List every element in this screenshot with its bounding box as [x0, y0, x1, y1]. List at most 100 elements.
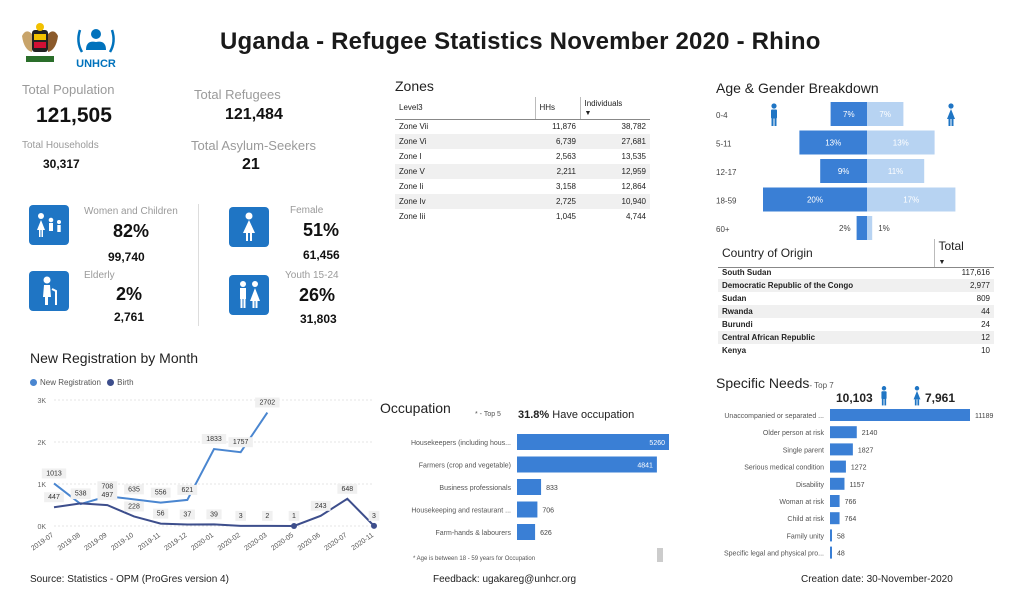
occupation-pct: 31.8% [518, 409, 550, 421]
data-label: 708 [97, 481, 118, 492]
elderly-label: Elderly [84, 270, 115, 281]
data-label: 556 [150, 487, 171, 498]
zone-row[interactable]: Zone I 2,563 13,535 [395, 149, 650, 164]
country-row[interactable]: Burundi 24 [718, 318, 994, 331]
unhcr-logo: UNHCR [76, 29, 116, 70]
country-header-origin[interactable]: Country of Origin [718, 239, 935, 268]
country-total-cell: 117,616 [961, 268, 990, 277]
zone-hhs-cell: 2,725 [535, 194, 580, 209]
data-label-text: 648 [341, 486, 353, 493]
youth-icon [229, 275, 269, 315]
bar-value-label: 833 [546, 485, 558, 492]
data-label-bg [124, 484, 144, 495]
data-label: 3 [368, 510, 380, 521]
age-group-label: 18-59 [716, 197, 737, 206]
women-children-label: Women and Children [84, 206, 178, 217]
bar-value-label: 5260 [649, 440, 665, 447]
zone-name-cell: Zone Vii [399, 122, 429, 132]
occupation-pct-label: Have occupation [552, 409, 635, 421]
zones-header-hhs[interactable]: HHs [535, 97, 581, 120]
zone-row[interactable]: Zone Iv 2,725 10,940 [395, 194, 650, 209]
country-row[interactable]: South Sudan 117,616 [718, 266, 994, 279]
data-label-bg [310, 500, 331, 511]
country-total-cell: 10 [981, 346, 990, 355]
country-name-cell: Rwanda [718, 305, 937, 318]
age-gender-title: Age & Gender Breakdown [716, 80, 879, 96]
data-label-text: 1833 [206, 436, 222, 443]
country-row[interactable]: Central African Republic 12 [718, 331, 994, 344]
zones-title: Zones [395, 78, 434, 94]
bar-category-label: Unaccompanied or separated ... [724, 413, 824, 420]
data-label: 1013 [41, 468, 67, 479]
occupation-footnote: * Age is between 18 - 59 years for Occup… [413, 556, 536, 562]
bar-category-label: Business professionals [439, 485, 511, 492]
country-header-total[interactable]: Total ▼ [934, 239, 994, 268]
zone-row[interactable]: Zone Vi 6,739 27,681 [395, 134, 650, 149]
data-label-bg [368, 510, 380, 521]
total-refugees-value: 121,484 [225, 106, 283, 123]
country-name-cell: Central African Republic [718, 331, 937, 344]
country-name-cell: Democratic Republic of the Congo [718, 279, 937, 292]
footer-source: Source: Statistics - OPM (ProGres versio… [30, 574, 229, 585]
data-label: 621 [177, 484, 198, 495]
female-label: Female [290, 205, 324, 216]
zone-row[interactable]: Zone V 2,211 12,959 [395, 164, 650, 179]
data-label-bg [201, 434, 227, 445]
zone-name-cell: Zone Iii [399, 212, 426, 221]
women-children-pct: 82% [113, 221, 150, 241]
data-label-bg [228, 437, 253, 448]
bar [830, 495, 840, 507]
data-label-text: 635 [128, 486, 140, 493]
bar [830, 460, 846, 473]
birth-line [53, 497, 375, 527]
female-pct: 51% [303, 220, 340, 240]
zone-row[interactable]: Zone Iii 1,045 4,744 [395, 209, 650, 224]
data-label-text: 556 [155, 490, 167, 497]
birth-point [371, 522, 377, 529]
zones-header-level[interactable]: Level3 [395, 97, 536, 120]
age-gender-chart: 0-4 7% 7% 5-11 13% 13% 12-17 9% 11% 18-59 20% 17% 60… [716, 102, 956, 240]
zone-individuals-cell: 12,864 [621, 182, 646, 191]
data-label-bg [97, 490, 118, 501]
page-title: Uganda - Refugee Statistics November 202… [220, 28, 821, 55]
country-name-cell: South Sudan [722, 268, 772, 277]
footer-feedback[interactable]: Feedback: ugakareg@unhcr.org [433, 574, 577, 585]
occupation-scrollbar[interactable] [657, 548, 663, 562]
male-pct-label: 13% [825, 139, 841, 148]
total-refugees-label: Total Refugees [194, 87, 281, 102]
asylum-seekers-value: 21 [242, 156, 260, 173]
country-name-cell: Sudan [722, 294, 747, 303]
female-pct-label: 7% [879, 110, 891, 119]
bar-category-label: Farmers (crop and vegetable) [419, 463, 511, 470]
x-tick-label: 2020-01 [190, 532, 215, 553]
age-group-label: 12-17 [716, 168, 737, 177]
data-label-text: 621 [181, 487, 193, 494]
y-tick-label: 3K [37, 398, 46, 405]
bar-value-label: 58 [837, 533, 845, 540]
bar-value-label: 706 [542, 508, 554, 515]
data-label-bg [179, 509, 195, 520]
bar-category-label: Family unity [787, 533, 825, 540]
data-label-bg [70, 488, 91, 499]
zone-row[interactable]: Zone Ii 3,158 12,864 [395, 179, 650, 194]
data-label: 2702 [255, 397, 280, 408]
country-row[interactable]: Democratic Republic of the Congo 2,977 [718, 279, 994, 292]
zones-header-individuals[interactable]: Individuals ▼ [580, 97, 650, 120]
country-row[interactable]: Sudan 809 [718, 292, 994, 305]
country-row[interactable]: Kenya 10 [718, 344, 994, 357]
occupation-pct-line: 31.8% Have occupation [518, 409, 634, 421]
data-label-bg [262, 510, 273, 521]
x-tick-label: 2019-11 [137, 532, 162, 552]
total-households-value: 30,317 [43, 157, 80, 171]
asylum-seekers-label: Total Asylum-Seekers [191, 138, 316, 153]
male-pct-label: 7% [843, 110, 855, 119]
country-row[interactable]: Rwanda 44 [718, 305, 994, 318]
bar-category-label: Single parent [783, 447, 824, 454]
total-households-label: Total Households [22, 140, 99, 151]
data-label: 648 [337, 483, 358, 494]
country-total-cell: 24 [981, 320, 990, 329]
x-tick-label: 2019-08 [57, 532, 82, 553]
zone-row[interactable]: Zone Vii 11,876 38,782 [395, 119, 650, 134]
data-label-text: 228 [128, 503, 140, 510]
bar [830, 409, 970, 421]
